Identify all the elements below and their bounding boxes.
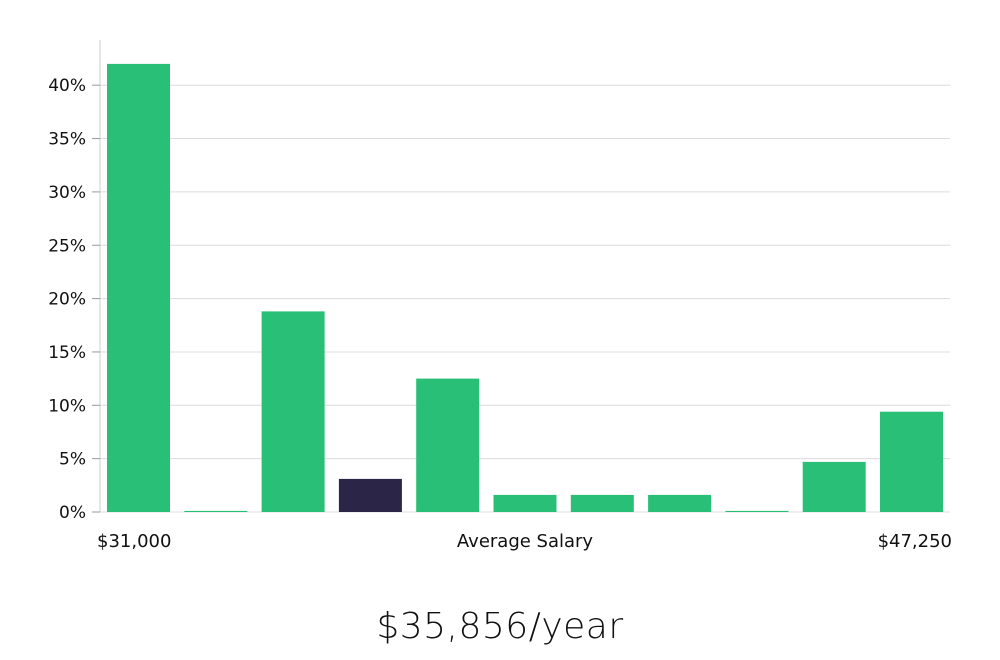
bar [184, 510, 248, 512]
bar [416, 378, 480, 512]
y-tick-label: 25% [48, 236, 86, 256]
y-tick-label: 30% [48, 183, 86, 203]
x-min-label: $31,000 [97, 531, 171, 552]
bar [802, 461, 866, 512]
salary-histogram: 0% 5% 10% 15% 20% 25% 30% 35% 40% $31,000 Averag… [48, 40, 952, 552]
y-axis: 0% 5% 10% 15% 20% 25% 30% 35% 40% [48, 40, 101, 523]
y-tick-label: 10% [48, 396, 86, 416]
bar [570, 494, 634, 512]
y-tick-label: 20% [48, 290, 86, 310]
average-salary-value: $35,856/year [376, 606, 624, 647]
bar [261, 311, 325, 512]
y-tick-label: 0% [59, 503, 86, 523]
bar [725, 510, 789, 512]
bar [107, 63, 170, 513]
grid-lines [100, 84, 950, 513]
bar [493, 494, 557, 512]
y-tick-label: 15% [48, 343, 86, 363]
bar [880, 411, 943, 512]
bar [648, 494, 712, 512]
y-tick-label: 5% [59, 450, 86, 470]
bar-highlighted [338, 478, 402, 512]
y-tick-label: 35% [48, 130, 86, 150]
y-tick-label: 40% [48, 76, 86, 96]
bars [107, 63, 943, 513]
x-axis-title: Average Salary [457, 531, 594, 552]
x-axis: $31,000 Average Salary $47,250 [97, 531, 952, 552]
x-max-label: $47,250 [878, 531, 952, 552]
